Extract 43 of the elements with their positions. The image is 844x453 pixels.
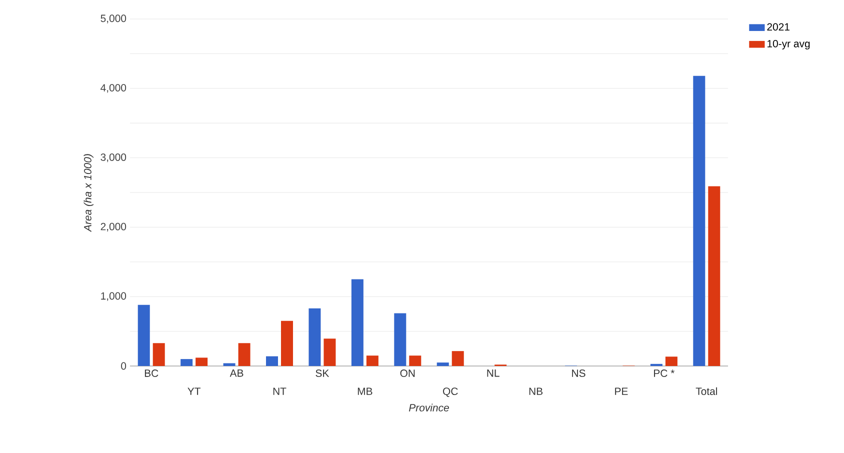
legend-label: 2021 (767, 23, 790, 31)
bar (708, 186, 720, 366)
x-tick-label: NS (572, 370, 586, 377)
y-tick-label: 1,000 (101, 292, 126, 301)
y-tick-label: 2,000 (100, 222, 126, 232)
bar (665, 356, 678, 366)
x-tick-label: SK (316, 370, 330, 377)
bar (180, 359, 193, 366)
y-tick-label: 0 (121, 362, 126, 370)
x-tick-label: AB (230, 370, 244, 377)
x-tick-label: NT (273, 388, 286, 395)
bar (223, 363, 236, 366)
x-axis-title: Province (408, 404, 449, 412)
bar (366, 356, 378, 366)
x-tick-label: PC * (654, 370, 675, 377)
bar (308, 308, 321, 366)
x-tick-label: MB (358, 388, 372, 395)
x-tick-label: BC (144, 370, 158, 377)
x-tick-label: QC (443, 388, 458, 397)
bar (394, 313, 406, 366)
legend-label: 10-yr avg (768, 40, 810, 50)
bar (138, 304, 150, 366)
x-tick-label: Total (696, 387, 718, 396)
x-tick-label: YT (188, 388, 201, 395)
bar (452, 351, 464, 366)
y-tick-label: 3,000 (100, 153, 126, 162)
x-tick-label: NB (529, 388, 542, 395)
bar (693, 76, 706, 366)
x-tick-label: NL (487, 370, 500, 377)
x-tick-label: PE (615, 388, 628, 395)
bar (266, 356, 278, 366)
x-tick-label: ON (400, 370, 415, 377)
bar (409, 356, 422, 366)
y-tick-label: 5,000 (100, 14, 126, 24)
bar (281, 320, 294, 366)
y-axis-title: Area (ha x 1000) (84, 154, 94, 232)
bar (152, 343, 165, 366)
bar (196, 358, 208, 366)
bar (436, 362, 449, 366)
bar (324, 338, 336, 366)
y-tick-label: 4,000 (100, 84, 126, 93)
bar (351, 279, 364, 366)
bar (238, 343, 250, 366)
